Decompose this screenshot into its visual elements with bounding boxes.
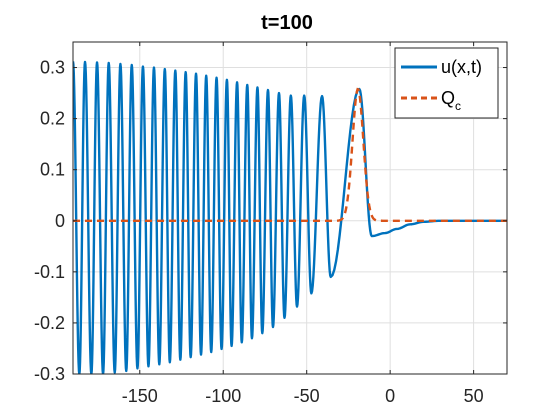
legend-label-q-main: Q: [441, 88, 455, 108]
y-tick-label: -0.3: [34, 364, 65, 384]
legend-box: [394, 47, 499, 119]
legend-label-q: Qc: [441, 88, 461, 113]
x-tick-label: 0: [385, 386, 395, 406]
series-layer: [73, 60, 507, 374]
y-tick-label: 0.1: [40, 160, 65, 180]
y-tick-label: -0.1: [34, 262, 65, 282]
x-tick-label: 50: [464, 386, 484, 406]
y-tick-label: 0: [55, 211, 65, 231]
y-tick-label: 0.3: [40, 58, 65, 78]
series-line-q: [73, 87, 507, 222]
y-tick-label: -0.2: [34, 313, 65, 333]
x-tick-label: -50: [294, 386, 320, 406]
legend: u(x,t) Qc: [394, 47, 499, 119]
tick-marks: [73, 42, 507, 375]
x-tick-label: -150: [122, 386, 158, 406]
y-tick-label: 0.2: [40, 109, 65, 129]
chart-title: t=100: [261, 12, 313, 34]
x-tick-label: -100: [205, 386, 241, 406]
legend-label-u: u(x,t): [441, 57, 482, 77]
x-axis: -150 -100 -50 0 50: [122, 386, 484, 406]
plot-frame: [72, 41, 508, 375]
legend-label-q-subscript: c: [455, 99, 461, 113]
series-line-u: [73, 60, 507, 374]
y-axis: -0.3 -0.2 -0.1 0 0.1 0.2 0.3: [34, 58, 65, 384]
